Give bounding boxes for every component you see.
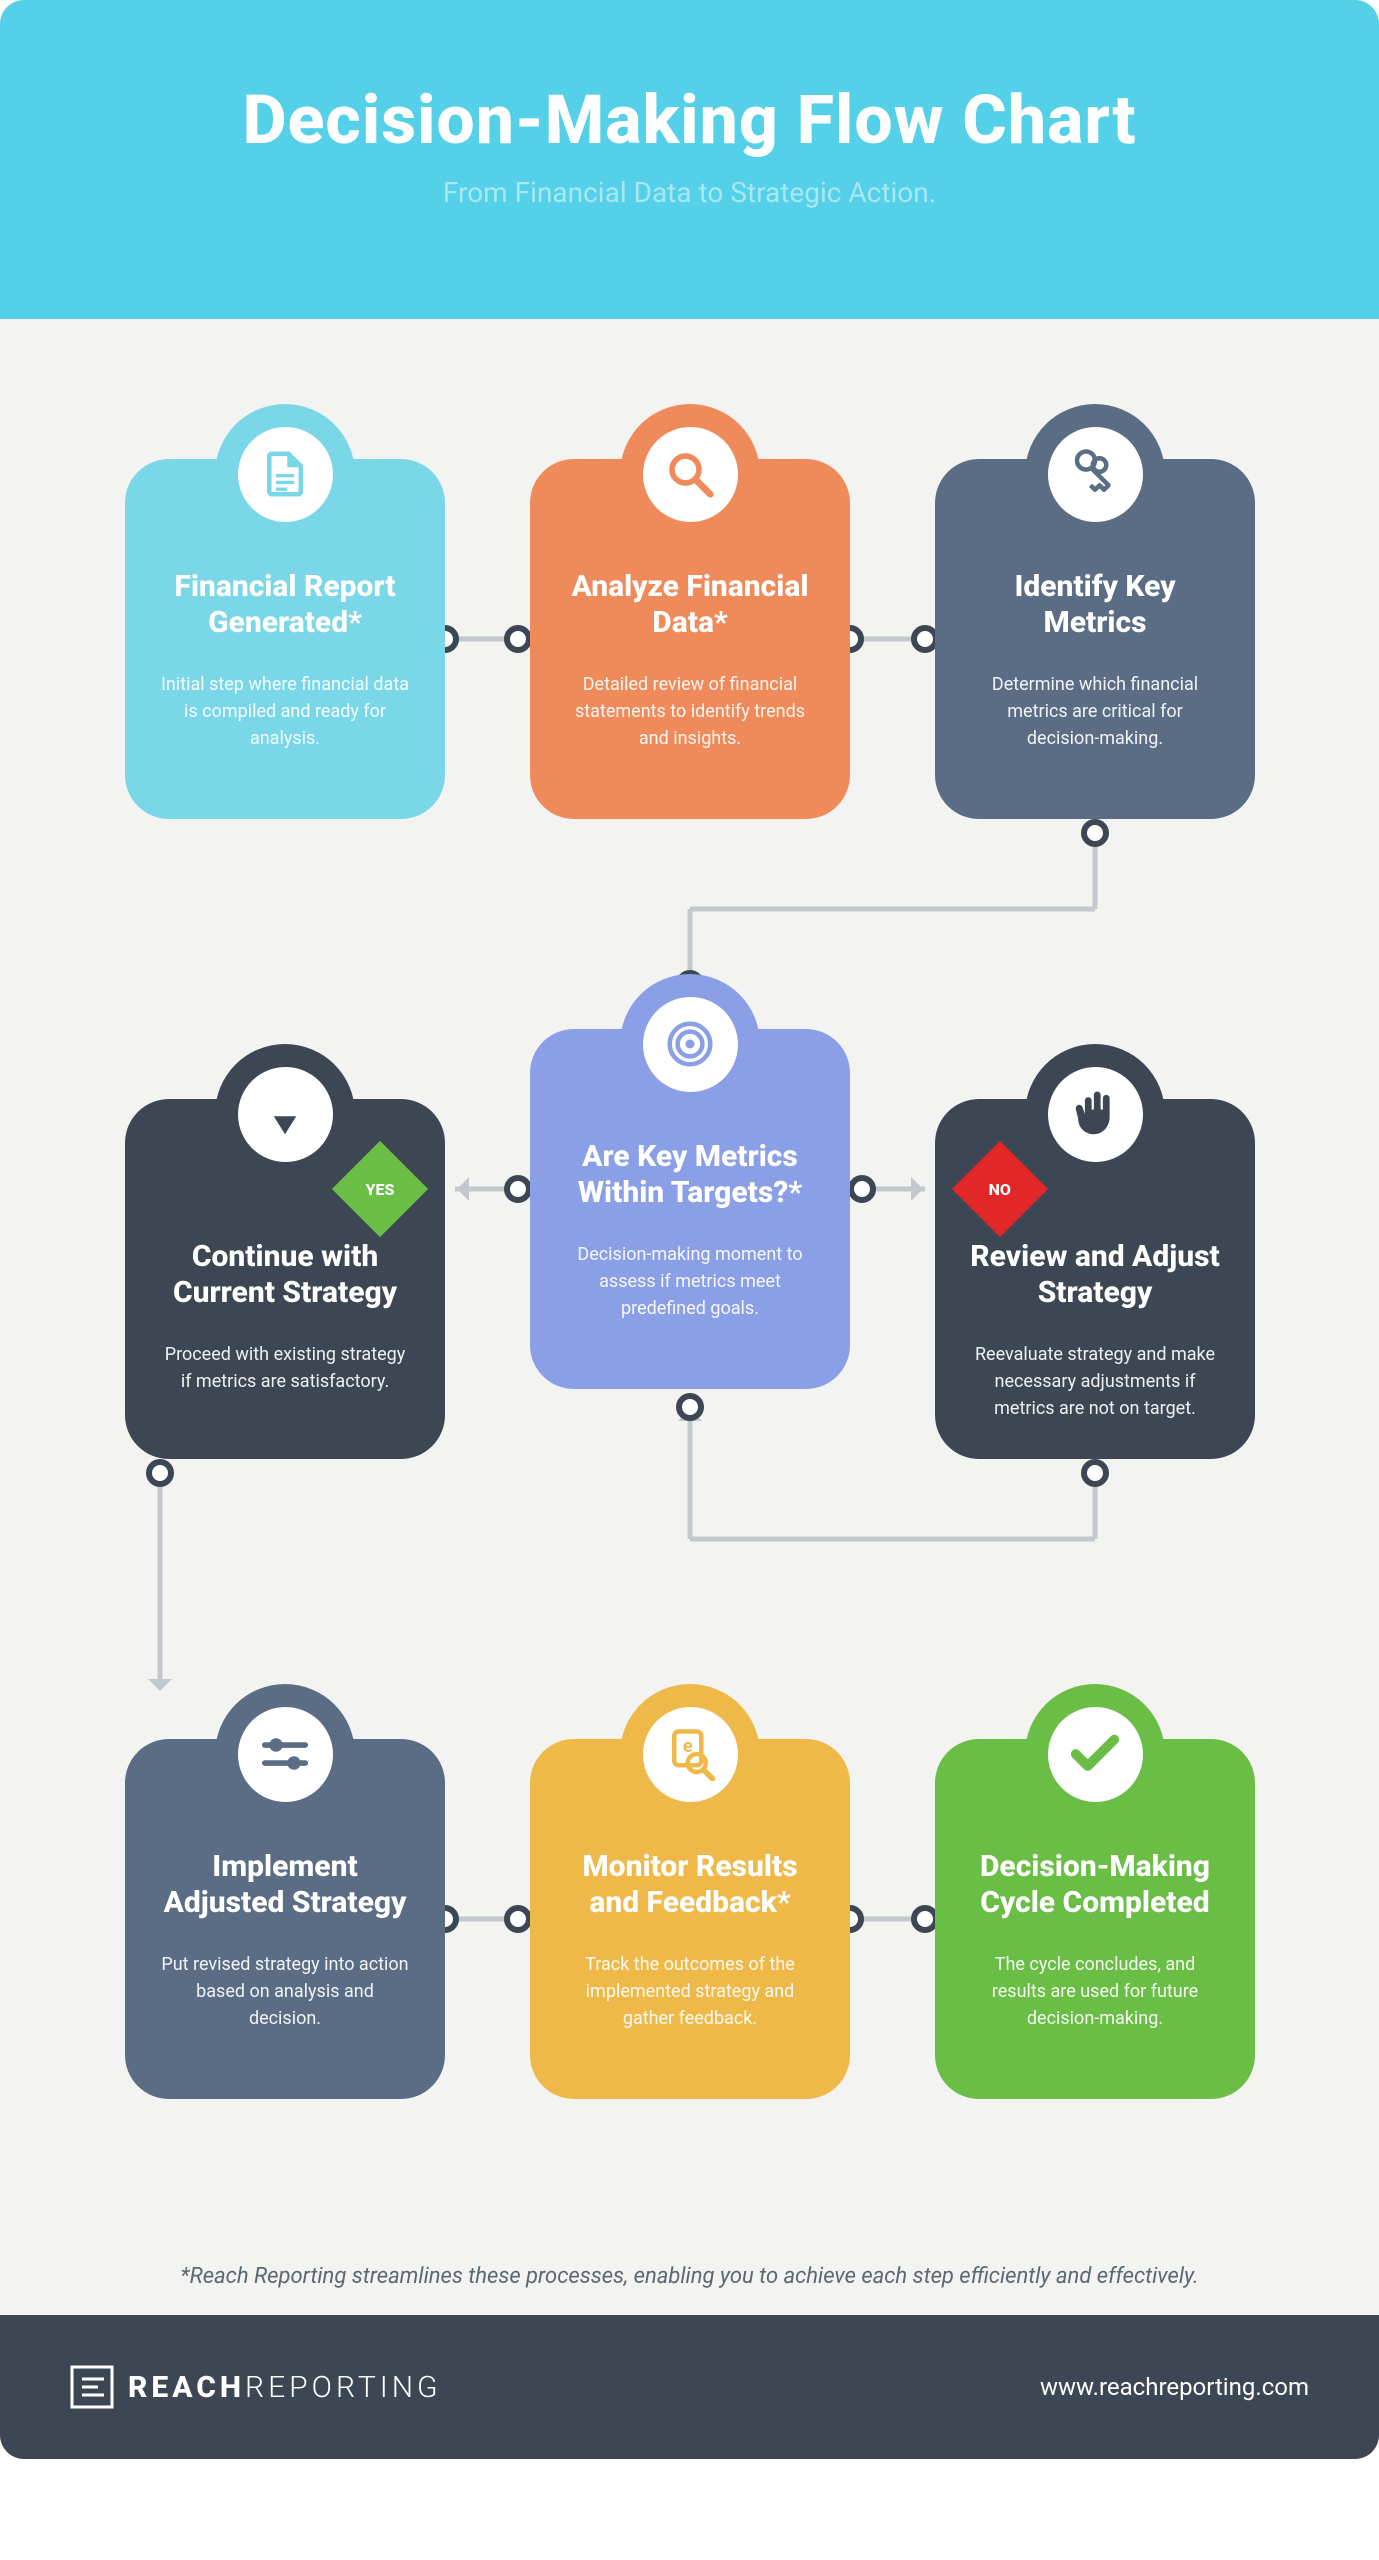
hand-icon [1025,1044,1165,1184]
flowchart-canvas: Financial Report Generated* Initial step … [0,319,1379,2459]
flow-card-c5: Are Key Metrics Within Targets?* Decision… [530,1029,850,1389]
footer: REACHREPORTING www.reachreporting.com [0,2315,1379,2459]
flow-card-c6: Review and Adjust Strategy Reevaluate str… [935,1099,1255,1459]
connector-dot [504,625,532,653]
magnifier-icon [620,404,760,544]
connector-dot [504,1905,532,1933]
page-subtitle: From Financial Data to Strategic Action. [40,176,1339,209]
footer-url: www.reachreporting.com [1040,2373,1309,2401]
connector-dot [504,1175,532,1203]
card-title: Monitor Results and Feedback* [564,1849,816,1921]
card-title: Review and Adjust Strategy [969,1239,1221,1311]
connector-dot [1081,819,1109,847]
card-title: Analyze Financial Data* [564,569,816,641]
card-description: Reevaluate strategy and make necessary a… [969,1341,1221,1422]
card-description: Proceed with existing strategy if metric… [159,1341,411,1395]
flow-card-c9: Decision-Making Cycle Completed The cycle… [935,1739,1255,2099]
flow-card-c1: Financial Report Generated* Initial step … [125,459,445,819]
card-description: Determine which financial metrics are cr… [969,671,1221,752]
card-title: Implement Adjusted Strategy [159,1849,411,1921]
connector-dot [848,1175,876,1203]
logo-icon [70,2365,114,2409]
flow-card-c2: Analyze Financial Data* Detailed review o… [530,459,850,819]
check-icon [1025,1684,1165,1824]
card-description: Put revised strategy into action based o… [159,1951,411,2032]
card-title: Decision-Making Cycle Completed [969,1849,1221,1921]
sliders-icon [215,1684,355,1824]
connector-dot [146,1459,174,1487]
brand-name: REACHREPORTING [128,2370,442,2405]
flow-card-c4: Continue with Current Strategy Proceed wi… [125,1099,445,1459]
arrow-down-icon [215,1044,355,1184]
header: Decision-Making Flow Chart From Financia… [0,0,1379,319]
connector-dot [676,1393,704,1421]
keys-icon [1025,404,1165,544]
flow-card-c8: eMonitor Results and Feedback*Track the … [530,1739,850,2099]
card-description: Initial step where financial data is com… [159,671,411,752]
brand-logo: REACHREPORTING [70,2365,442,2409]
card-title: Financial Report Generated* [159,569,411,641]
doc-mag-icon: e [620,1684,760,1824]
card-description: Detailed review of financial statements … [564,671,816,752]
infographic-container: Decision-Making Flow Chart From Financia… [0,0,1379,2459]
card-title: Continue with Current Strategy [159,1239,411,1311]
card-description: Track the outcomes of the implemented st… [564,1951,816,2032]
card-title: Identify Key Metrics [969,569,1221,641]
flow-card-c3: Identify Key Metrics Determine which fina… [935,459,1255,819]
target-icon [620,974,760,1114]
card-title: Are Key Metrics Within Targets?* [564,1139,816,1211]
page-title: Decision-Making Flow Chart [40,80,1339,160]
flow-card-c7: Implement Adjusted Strategy Put revised s… [125,1739,445,2099]
card-description: Decision-making moment to assess if metr… [564,1241,816,1322]
document-icon [215,404,355,544]
connector-dot [1081,1459,1109,1487]
card-description: The cycle concludes, and results are use… [969,1951,1221,2032]
